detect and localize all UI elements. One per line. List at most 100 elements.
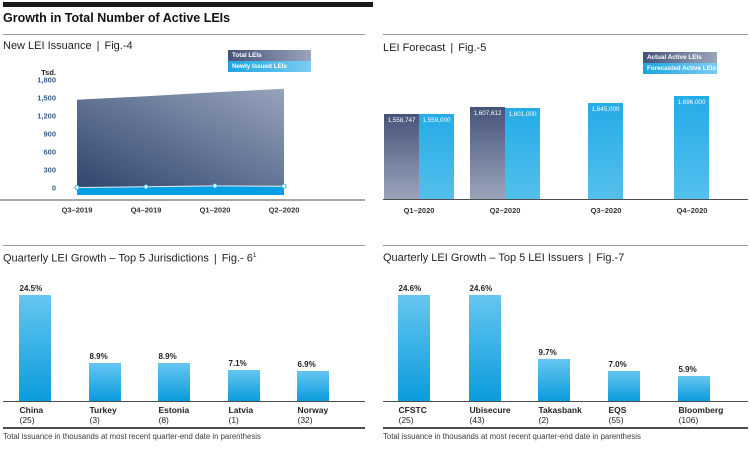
fig5-x-axis (383, 199, 748, 200)
fig6-value-china: 24.5% (19, 284, 43, 293)
legend-item-total-leis: Total LEIs (228, 50, 311, 61)
fig6-issuance-turkey: (3) (89, 414, 100, 425)
fig7-label: Fig.-7 (596, 252, 625, 264)
x-tick-label: Q2–2020 (269, 206, 300, 215)
fig6-category-turkey: Turkey (89, 405, 117, 415)
fig7-issuance-ubisecure: (43) (469, 414, 485, 425)
divider-mid-right (383, 245, 748, 246)
fig6-value-norway: 6.9% (297, 360, 316, 370)
fig6-label: Fig.- 6 (221, 252, 253, 265)
bar-value-label: 1,645,000 (591, 105, 620, 113)
bar-value-label: 1,601,000 (508, 111, 537, 119)
y-tick-label: 900 (43, 130, 56, 139)
fig5-bar-actual-q1-2020: 1,558,747 (384, 113, 419, 199)
fig7-footnote-rule (383, 427, 748, 429)
fig7-value-cfstc: 24.6% (398, 283, 422, 293)
total-leis-area (77, 88, 284, 188)
title-separator: | (213, 252, 217, 265)
legend-item-forecasted-active-leis: Forecasted Active LEIs (643, 63, 717, 74)
divider-top-right (383, 34, 748, 35)
header-accent-bar (3, 2, 373, 7)
data-point-marker (281, 183, 287, 189)
legend-item-newly-issued-leis: Newly Issued LEIs (228, 61, 311, 72)
data-point-marker (143, 184, 149, 190)
fig7-bar-eqs (608, 370, 640, 401)
fig7-bar-takasbank (538, 359, 570, 401)
fig6-bar-turkey (89, 362, 121, 401)
fig7-category-ubisecure: Ubisecure (469, 405, 511, 415)
divider-mid-left (3, 245, 365, 246)
fig6-bar-china (19, 295, 51, 401)
newly-issued-line (76, 185, 285, 188)
title-separator: | (96, 40, 100, 52)
y-tick-label: 0 (52, 184, 56, 193)
fig4-title-text: New LEI Issuance (3, 40, 92, 52)
fig6-value-estonia: 8.9% (158, 351, 177, 361)
fig7-title: Quarterly LEI Growth – Top 5 LEI Issuers… (383, 252, 624, 264)
y-axis-unit: Tsd. (41, 68, 56, 77)
title-separator: | (588, 252, 592, 264)
newly-issued-band (77, 185, 284, 195)
fig6-category-latvia: Latvia (228, 405, 254, 415)
fig7-value-ubisecure: 24.6% (469, 283, 493, 293)
fig6-footnote: Total issuance in thousands at most rece… (3, 432, 261, 441)
fig7-title-text: Quarterly LEI Growth – Top 5 LEI Issuers (383, 252, 584, 264)
fig7-value-takasbank: 9.7% (538, 348, 557, 357)
fig6-issuance-latvia: (1) (228, 414, 239, 425)
data-point-marker (212, 183, 218, 189)
fig6-value-turkey: 8.9% (89, 351, 108, 361)
fig7-category-eqs: EQS (608, 405, 627, 415)
legend-item-actual-active-leis: Actual Active LEIs (643, 52, 717, 63)
fig6-category-estonia: Estonia (158, 405, 190, 415)
fig5-x-tick-q1-2020: Q1–2020 (403, 206, 435, 215)
fig5-x-tick-q2-2020: Q2–2020 (489, 206, 521, 215)
y-tick-label: 1,500 (37, 94, 56, 103)
bar-value-label: 1,559,000 (422, 116, 451, 124)
fig6-issuance-estonia: (8) (158, 414, 169, 425)
fig6-bar-estonia (158, 362, 190, 401)
fig6-issuance-china: (25) (19, 414, 35, 425)
fig5-x-tick-q4-2020: Q4–2020 (676, 206, 708, 215)
fig7-value-bloomberg: 5.9% (678, 364, 697, 374)
y-tick-label: 1,800 (37, 76, 56, 85)
fig7-issuance-takasbank: (2) (538, 414, 549, 425)
x-axis: Q3–2019 Q4–2019 Q1–2020 Q2–2020 (62, 206, 300, 215)
fig7-category-takasbank: Takasbank (538, 405, 582, 415)
fig5-legend: Actual Active LEIs Forecasted Active LEI… (643, 52, 717, 74)
fig7-bar-cfstc (398, 294, 430, 401)
x-tick-label: Q1–2020 (200, 206, 231, 215)
page-title: Growth in Total Number of Active LEIs (3, 11, 231, 25)
fig5-bar-forecast-q4-2020: 1,696,000 (674, 96, 709, 199)
fig6-x-axis (3, 401, 365, 402)
fig5-x-tick-q3-2020: Q3–2020 (590, 206, 622, 215)
fig5-bar-forecast-q2-2020: 1,601,000 (505, 108, 540, 199)
fig6-value-latvia: 7.1% (228, 359, 247, 369)
bar-value-label: 1,696,000 (677, 99, 706, 106)
fig6-issuance-norway: (32) (297, 414, 313, 425)
fig7-x-axis (383, 401, 748, 402)
fig6-bar-latvia (228, 370, 260, 401)
y-tick-label: 1,200 (37, 112, 56, 121)
fig6-category-norway: Norway (297, 405, 329, 415)
bar-value-label: 1,558,747 (387, 116, 416, 124)
fig5-title-text: LEI Forecast (383, 42, 446, 54)
fig7-bar-bloomberg (678, 375, 710, 401)
fig7-issuance-eqs: (55) (608, 414, 624, 425)
data-point-marker (74, 184, 80, 191)
fig5-title: LEI Forecast | Fig.-5 (383, 42, 486, 54)
fig6-bar-norway (297, 371, 329, 401)
fig5-label: Fig.-5 (458, 42, 487, 54)
fig4-legend: Total LEIs Newly Issued LEIs (228, 50, 311, 72)
fig5-bar-forecast-q3-2020: 1,645,000 (588, 102, 623, 199)
fig5-bar-forecast-q1-2020: 1,559,000 (419, 113, 454, 199)
fig5-bar-actual-q2-2020: 1,607,612 (470, 107, 505, 199)
title-separator: | (450, 42, 454, 54)
x-tick-label: Q3–2019 (62, 206, 93, 215)
fig7-issuance-bloomberg: (106) (678, 414, 699, 425)
fig6-title: Quarterly LEI Growth – Top 5 Jurisdictio… (3, 252, 257, 265)
y-tick-label: 300 (43, 166, 56, 175)
fig4-area-chart: 0 300 600 900 1,200 1,500 1,800 Tsd. Q3–2019 Q4–2… (0, 60, 365, 220)
